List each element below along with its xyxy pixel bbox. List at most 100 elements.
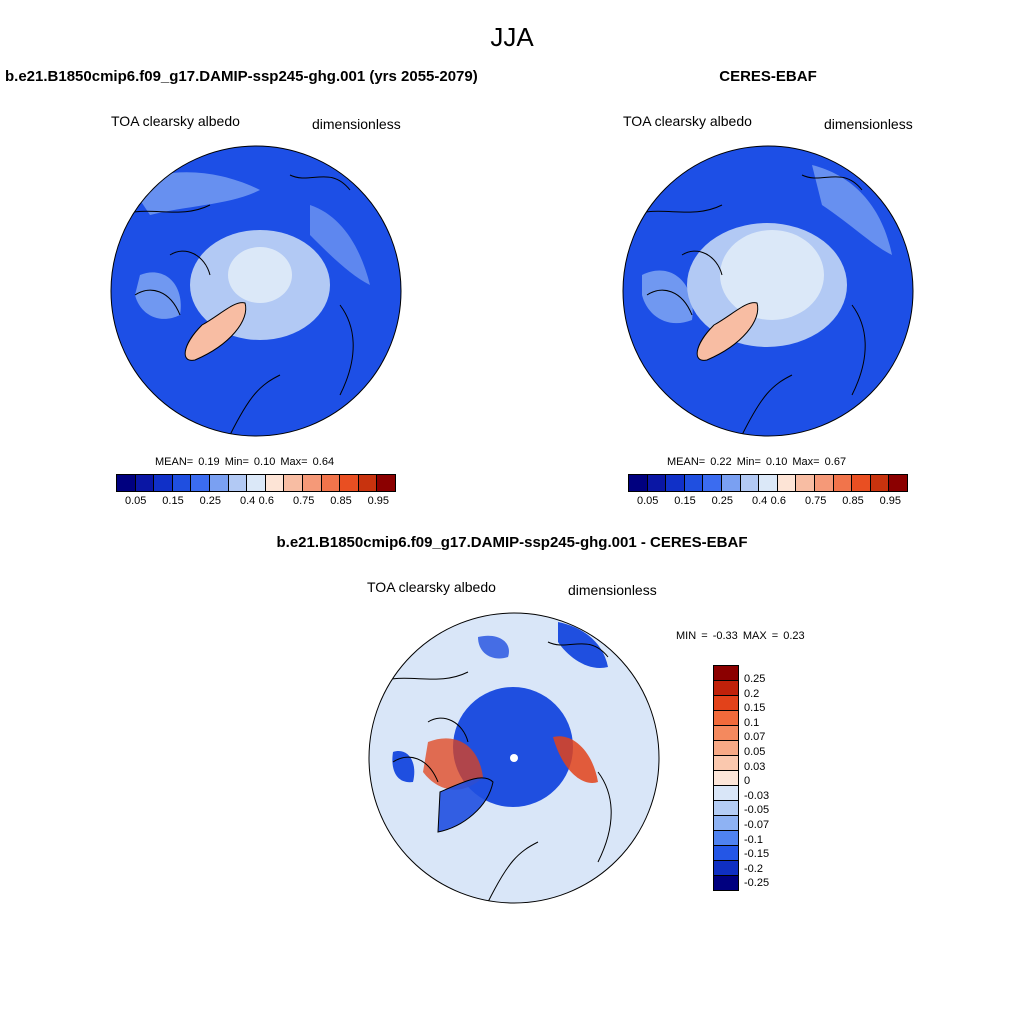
diff-colorbar-tick-label: -0.05: [744, 804, 770, 817]
colorbar-tick-label: 0.6: [258, 495, 274, 507]
diff-colorbar-tick-label: 0.2: [744, 687, 760, 700]
obs-colorbar: [628, 474, 908, 492]
diff-colorbar-tick-label: -0.2: [744, 862, 763, 875]
diff-colorbar-tick-label: -0.15: [744, 848, 770, 861]
colorbar-box: [247, 475, 266, 491]
obs-panel-title: CERES-EBAF: [719, 68, 817, 85]
diff-colorbar-box: [714, 861, 738, 876]
colorbar-box: [377, 475, 395, 491]
diff-colorbar-box: [714, 696, 738, 711]
colorbar-box: [117, 475, 136, 491]
colorbar-tick-label: 0.25: [199, 495, 222, 507]
colorbar-tick-label: 0.25: [711, 495, 734, 507]
colorbar-tick-label: 0.15: [674, 495, 696, 507]
colorbar-box: [721, 475, 741, 491]
season-title: JJA: [490, 22, 534, 52]
colorbar-box: [135, 475, 155, 491]
diff-colorbar-swatches: [713, 665, 739, 891]
colorbar-box: [833, 475, 853, 491]
model-stats: MEAN= 0.19 Min= 0.10 Max= 0.64: [155, 456, 335, 468]
colorbar-box: [629, 475, 648, 491]
model-panel-title: b.e21.B1850cmip6.f09_g17.DAMIP-ssp245-gh…: [5, 68, 478, 85]
model-units-label: dimensionless: [312, 116, 401, 132]
diff-colorbar-tick-label: 0.15: [744, 702, 766, 715]
colorbar-box: [759, 475, 778, 491]
diff-colorbar-tick-label: 0.1: [744, 716, 760, 729]
colorbar-tick-label: 0.95: [367, 495, 390, 507]
diff-colorbar-tick-label: -0.07: [744, 819, 770, 831]
colorbar-tick-label: 0.6: [770, 495, 786, 507]
diff-colorbar-box: [714, 741, 738, 756]
colorbar-box: [321, 475, 341, 491]
colorbar-box: [647, 475, 667, 491]
model-polar-map: [110, 145, 402, 437]
diff-panel-title: b.e21.B1850cmip6.f09_g17.DAMIP-ssp245-gh…: [276, 534, 748, 551]
colorbar-tick-label: 0.85: [330, 495, 352, 507]
diff-colorbar-box: [714, 771, 738, 786]
colorbar-swatches: [628, 474, 908, 492]
diff-colorbar-tick-label: 0.25: [744, 673, 766, 685]
diff-colorbar-box: [714, 876, 738, 890]
colorbar-box: [172, 475, 192, 491]
colorbar-box: [684, 475, 704, 491]
colorbar-tick-label: 0.4: [240, 495, 256, 507]
colorbar-box: [265, 475, 285, 491]
colorbar-box: [340, 475, 359, 491]
diff-colorbar-ticks: 0.25 0.2 0.15 0.1 0.07 0.05 0.03 0 -0.03 -0.05 -0.…: [744, 665, 784, 905]
diff-colorbar-box: [714, 801, 738, 816]
model-variable-label: TOA clearsky albedo: [111, 113, 240, 129]
diff-colorbar-box: [714, 711, 738, 726]
colorbar-box: [703, 475, 722, 491]
colorbar-tick-label: 0.75: [292, 495, 315, 507]
colorbar-tick-label: 0.95: [879, 495, 902, 507]
colorbar-box: [777, 475, 797, 491]
diff-colorbar-tick-label: 0.05: [744, 746, 766, 758]
diff-colorbar-tick-label: -0.1: [744, 833, 763, 846]
colorbar-box: [889, 475, 907, 491]
diff-colorbar: [713, 665, 739, 891]
colorbar-box: [796, 475, 815, 491]
colorbar-box: [191, 475, 210, 491]
diff-colorbar-box: [714, 831, 738, 846]
colorbar-box: [209, 475, 229, 491]
diff-colorbar-box: [714, 756, 738, 771]
colorbar-box: [814, 475, 834, 491]
colorbar-tick-label: 0.85: [842, 495, 864, 507]
diff-colorbar-box: [714, 846, 738, 861]
colorbar-tick-label: 0.75: [804, 495, 827, 507]
diff-variable-label: TOA clearsky albedo: [367, 579, 496, 595]
colorbar-box: [358, 475, 378, 491]
colorbar-box: [302, 475, 322, 491]
colorbar-box: [666, 475, 685, 491]
diff-colorbar-box: [714, 816, 738, 831]
colorbar-box: [228, 475, 248, 491]
colorbar-box: [870, 475, 890, 491]
diff-colorbar-box: [714, 786, 738, 801]
diff-polar-map: [368, 612, 660, 904]
diff-stats: MIN = -0.33 MAX = 0.23: [676, 630, 805, 642]
colorbar-box: [852, 475, 871, 491]
model-colorbar-ticks: 0.05 0.15 0.25 0.4 0.6 0.75 0.85 0.95: [116, 495, 398, 509]
colorbar-swatches: [116, 474, 396, 492]
model-colorbar: [116, 474, 396, 492]
colorbar-tick-label: 0.15: [162, 495, 184, 507]
colorbar-box: [740, 475, 760, 491]
obs-stats: MEAN= 0.22 Min= 0.10 Max= 0.67: [667, 456, 847, 468]
obs-units-label: dimensionless: [824, 116, 913, 132]
diff-colorbar-box: [714, 681, 738, 696]
colorbar-tick-label: 0.05: [636, 495, 659, 507]
obs-colorbar-ticks: 0.05 0.15 0.25 0.4 0.6 0.75 0.85 0.95: [628, 495, 910, 509]
diff-colorbar-tick-label: 0: [744, 775, 751, 788]
diff-colorbar-tick-label: 0.07: [744, 731, 766, 744]
diff-colorbar-tick-label: -0.03: [744, 789, 770, 802]
obs-variable-label: TOA clearsky albedo: [623, 113, 752, 129]
colorbar-box: [154, 475, 173, 491]
diff-units-label: dimensionless: [568, 582, 657, 598]
colorbar-tick-label: 0.05: [124, 495, 147, 507]
obs-polar-map: [622, 145, 914, 437]
diff-colorbar-tick-label: -0.25: [744, 877, 770, 890]
diff-colorbar-box: [714, 726, 738, 741]
colorbar-tick-label: 0.4: [752, 495, 768, 507]
diff-colorbar-box: [714, 666, 738, 681]
diff-colorbar-tick-label: 0.03: [744, 760, 766, 773]
